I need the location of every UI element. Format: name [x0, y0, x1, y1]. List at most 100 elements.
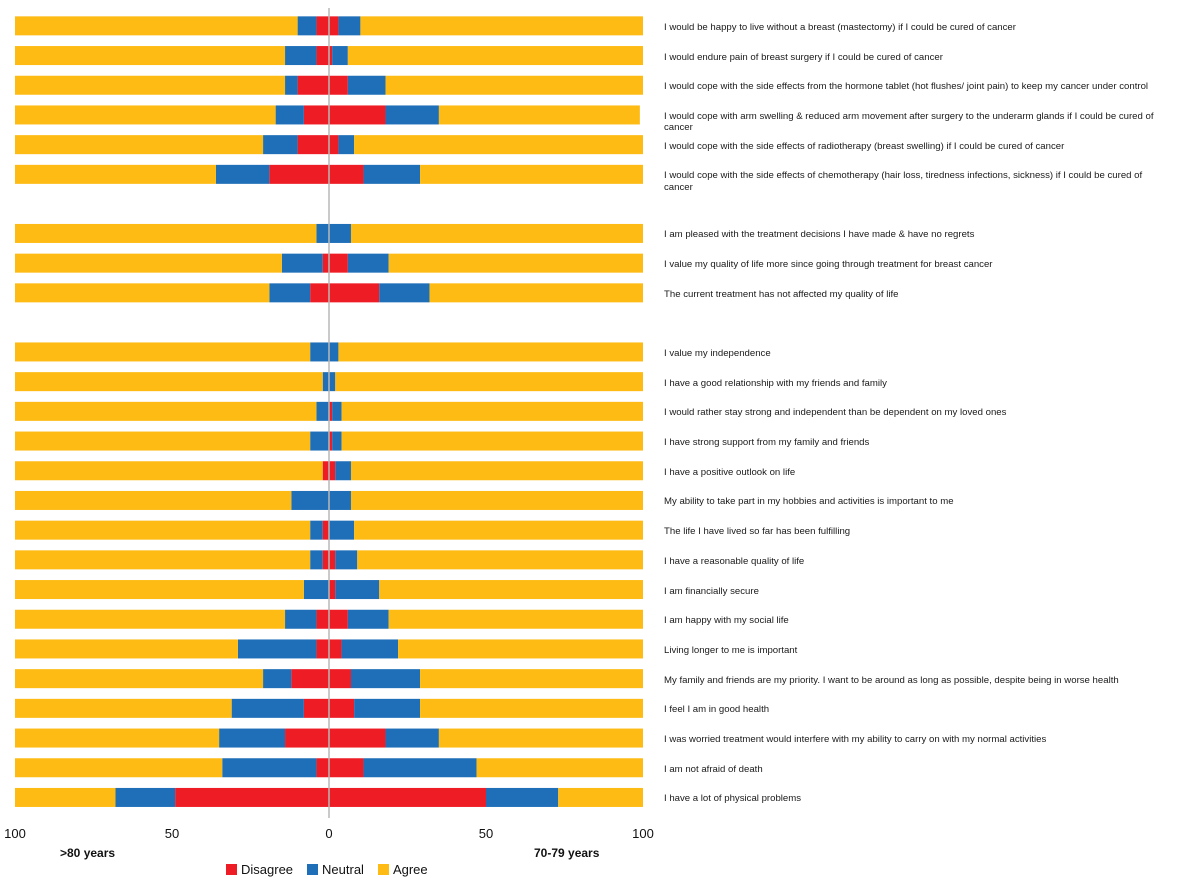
bar-left-disagree [310, 283, 329, 303]
bar-left-disagree [316, 639, 329, 659]
bar-right-agree [558, 787, 643, 807]
x-tick-label: 50 [164, 826, 180, 841]
bar-left-disagree [316, 758, 329, 778]
statement-label: I have a positive outlook on life [664, 466, 796, 478]
statement-label: I have a reasonable quality of life [664, 555, 805, 567]
bar-left-neutral [281, 253, 323, 273]
bar-left-disagree [285, 728, 329, 748]
statement-label: I have a good relationship with my frien… [664, 377, 887, 389]
bar-left-neutral [310, 431, 329, 451]
bar-right-neutral [341, 639, 399, 659]
bar-left-neutral [275, 105, 304, 125]
bar-right-agree [420, 669, 643, 689]
bar-right-agree [338, 342, 643, 362]
bar-left-agree [15, 550, 311, 570]
x-tick-label: 50 [478, 826, 494, 841]
bar-right-neutral [347, 253, 389, 273]
statement-label: The life I have lived so far has been fu… [664, 526, 851, 538]
bar-right-agree [341, 431, 643, 451]
bar-right-agree [420, 164, 643, 184]
bar-right-neutral [338, 135, 355, 155]
bar-left-disagree [303, 105, 329, 125]
statement-label: I was worried treatment would interfere … [664, 734, 1047, 746]
bar-left-disagree [297, 75, 329, 95]
bar-right-neutral [329, 223, 351, 243]
bar-left-agree [15, 520, 311, 540]
bar-right-agree [379, 580, 643, 600]
bar-left-neutral [222, 758, 317, 778]
bar-left-agree [15, 639, 238, 659]
bar-right-neutral [329, 372, 336, 392]
legend-swatch-agree [377, 864, 389, 875]
statement-label: I would endure pain of breast surgery if… [664, 51, 943, 63]
bar-right-disagree [329, 758, 364, 778]
bar-right-agree [398, 639, 643, 659]
bar-left-neutral [291, 490, 329, 510]
bar-right-agree [350, 461, 643, 481]
bar-left-neutral [285, 46, 317, 66]
bar-left-neutral [310, 520, 323, 540]
statement-label: I feel I am in good health [664, 704, 770, 716]
bar-left-disagree [316, 46, 329, 66]
right-group-label: 70-79 years [534, 846, 600, 860]
bar-left-agree [15, 461, 323, 481]
bar-right-agree [341, 401, 643, 421]
bar-left-disagree [297, 135, 329, 155]
bar-left-agree [15, 401, 317, 421]
bar-left-agree [15, 758, 223, 778]
bar-left-agree [15, 164, 216, 184]
x-tick-label: 100 [632, 826, 654, 841]
legend-item-agree: Agree [377, 862, 428, 877]
bar-left-agree [15, 609, 286, 629]
bar-right-agree [347, 46, 643, 66]
bar-left-agree [15, 253, 282, 273]
bar-right-neutral [329, 342, 339, 362]
bar-left-agree [15, 372, 323, 392]
bar-left-neutral [115, 787, 176, 807]
bar-left-disagree [322, 550, 329, 570]
bar-right-disagree [329, 580, 336, 600]
legend: Disagree Neutral Agree [226, 862, 428, 877]
bar-right-agree [335, 372, 643, 392]
bar-right-neutral [335, 461, 351, 481]
statement-label: My family and friends are my priority. I… [664, 674, 1119, 686]
bar-right-disagree [329, 283, 380, 303]
bar-left-agree [15, 283, 270, 303]
bar-right-agree [385, 75, 643, 95]
bar-right-neutral [332, 401, 342, 421]
legend-swatch-disagree [226, 864, 237, 875]
bar-left-agree [15, 669, 264, 689]
bar-right-disagree [329, 135, 339, 155]
bar-right-agree [420, 698, 643, 718]
bar-right-agree [354, 135, 643, 155]
bar-left-neutral [269, 283, 311, 303]
bar-right-disagree [329, 401, 333, 421]
bar-left-agree [15, 787, 116, 807]
bar-right-disagree [329, 253, 348, 273]
bar-right-disagree [329, 16, 339, 36]
bar-right-neutral [486, 787, 559, 807]
bar-left-disagree [303, 698, 329, 718]
legend-item-disagree: Disagree [226, 862, 293, 877]
bar-left-neutral [285, 609, 317, 629]
bar-right-neutral [332, 46, 348, 66]
statement-label: I would cope with the side effects from … [664, 81, 1149, 93]
statement-label: Living longer to me is important [664, 644, 798, 656]
statement-label: I would cope with the side effects of ra… [664, 140, 1065, 152]
bar-left-neutral [303, 580, 329, 600]
bar-right-neutral [329, 490, 351, 510]
bar-left-neutral [263, 669, 292, 689]
bar-left-agree [15, 728, 220, 748]
bar-left-agree [15, 105, 276, 125]
bar-left-neutral [316, 401, 329, 421]
bar-left-neutral [316, 223, 329, 243]
bar-right-agree [438, 728, 643, 748]
bar-left-agree [15, 46, 286, 66]
bar-right-disagree [329, 550, 336, 570]
bar-right-disagree [329, 46, 333, 66]
bar-left-agree [15, 223, 317, 243]
statement-label: I have a lot of physical problems [664, 793, 802, 805]
bar-right-neutral [363, 758, 477, 778]
bar-right-disagree [329, 669, 351, 689]
bar-left-disagree [322, 253, 329, 273]
